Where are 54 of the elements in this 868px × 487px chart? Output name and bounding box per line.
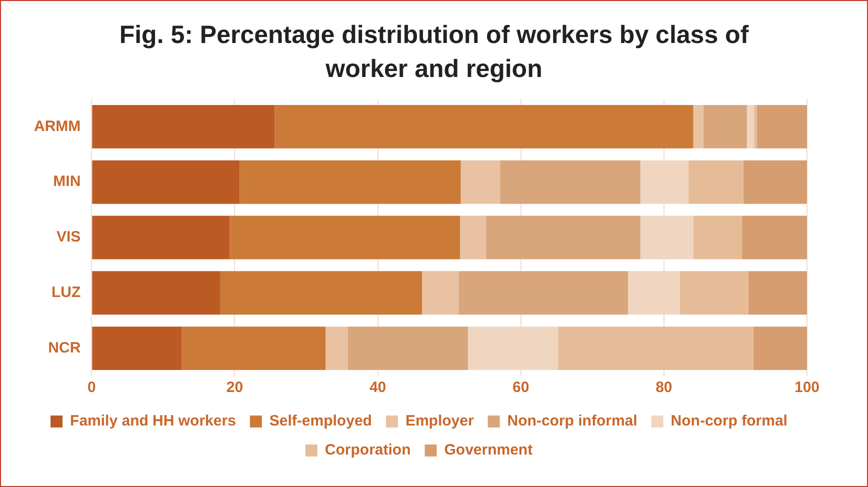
- chart-title: Fig. 5: Percentage distribution of workers by class of worker and region: [118, 20, 750, 85]
- bar: [680, 270, 748, 314]
- y-tick-label: MIN: [53, 172, 81, 190]
- x-tick-label: 60: [512, 378, 530, 396]
- bar: [742, 215, 807, 259]
- bar: [468, 326, 558, 370]
- bar: [756, 104, 807, 148]
- x-tick-label: 100: [794, 378, 820, 396]
- bar: [693, 104, 704, 148]
- bar: [92, 215, 230, 259]
- x-tick-label: 0: [87, 378, 96, 396]
- bar: [693, 215, 742, 259]
- bar: [486, 215, 640, 259]
- legend-label: Self-employed: [269, 412, 372, 430]
- y-tick-label: ARMM: [34, 117, 81, 134]
- legend-label: Family and HH workers: [70, 412, 236, 430]
- bar: [240, 160, 461, 204]
- bar: [460, 160, 500, 204]
- bar: [274, 104, 694, 148]
- legend-label: Employer: [405, 412, 474, 430]
- x-tick-label: 80: [656, 378, 672, 396]
- bar: [500, 160, 640, 204]
- bar: [230, 215, 460, 259]
- bar: [748, 270, 807, 314]
- bar: [92, 270, 220, 314]
- bar: [753, 326, 807, 370]
- bar: [92, 104, 275, 148]
- bar: [628, 270, 680, 314]
- bar: [688, 160, 744, 204]
- bar: [348, 326, 468, 370]
- bar: [182, 326, 326, 370]
- bar: [703, 104, 747, 148]
- bar: [754, 104, 757, 148]
- y-tick-label: LUZ: [51, 284, 81, 301]
- legend-label: Government: [444, 441, 533, 458]
- legend-label: Non-corp formal: [670, 412, 788, 430]
- bar: [422, 270, 459, 314]
- bar: [326, 326, 348, 370]
- y-tick-label: VIS: [56, 228, 81, 246]
- legend-label: Non-corp informal: [507, 412, 638, 430]
- x-tick-label: 40: [369, 378, 386, 396]
- bar: [640, 160, 688, 204]
- bar: [558, 326, 754, 370]
- y-tick-label: NCR: [48, 338, 81, 356]
- bar: [92, 326, 182, 370]
- legend-label: Corporation: [324, 441, 411, 458]
- bar: [743, 160, 807, 204]
- bar: [460, 215, 486, 259]
- bar: [640, 215, 694, 259]
- bar: [746, 104, 754, 148]
- bar: [92, 160, 240, 204]
- bar: [458, 270, 628, 314]
- bar: [220, 270, 422, 314]
- x-tick-label: 20: [226, 378, 244, 396]
